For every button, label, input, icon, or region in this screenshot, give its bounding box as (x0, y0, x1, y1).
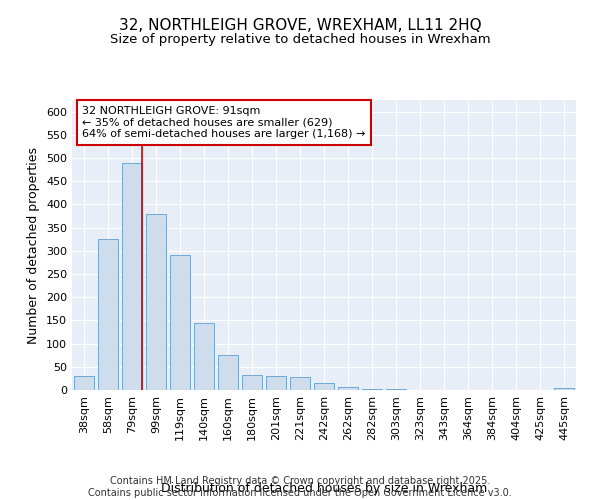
Bar (362, 388, 382, 390)
Bar (218, 355, 238, 390)
Bar (122, 162, 142, 390)
Bar (194, 322, 214, 390)
Bar (242, 375, 262, 390)
Text: Contains HM Land Registry data © Crown copyright and database right 2025.
Contai: Contains HM Land Registry data © Crown c… (88, 476, 512, 498)
Bar (338, 387, 358, 390)
X-axis label: Distribution of detached houses by size in Wrexham: Distribution of detached houses by size … (161, 482, 487, 494)
Bar (290, 377, 310, 390)
Bar (146, 214, 166, 390)
Bar (386, 389, 406, 390)
Text: Size of property relative to detached houses in Wrexham: Size of property relative to detached ho… (110, 32, 490, 46)
Y-axis label: Number of detached properties: Number of detached properties (28, 146, 40, 344)
Bar (554, 388, 574, 390)
Bar (314, 383, 334, 390)
Text: 32 NORTHLEIGH GROVE: 91sqm
← 35% of detached houses are smaller (629)
64% of sem: 32 NORTHLEIGH GROVE: 91sqm ← 35% of deta… (82, 106, 365, 139)
Bar (74, 376, 94, 390)
Bar (98, 239, 118, 390)
Bar (266, 376, 286, 390)
Text: 32, NORTHLEIGH GROVE, WREXHAM, LL11 2HQ: 32, NORTHLEIGH GROVE, WREXHAM, LL11 2HQ (119, 18, 481, 32)
Bar (170, 256, 190, 390)
